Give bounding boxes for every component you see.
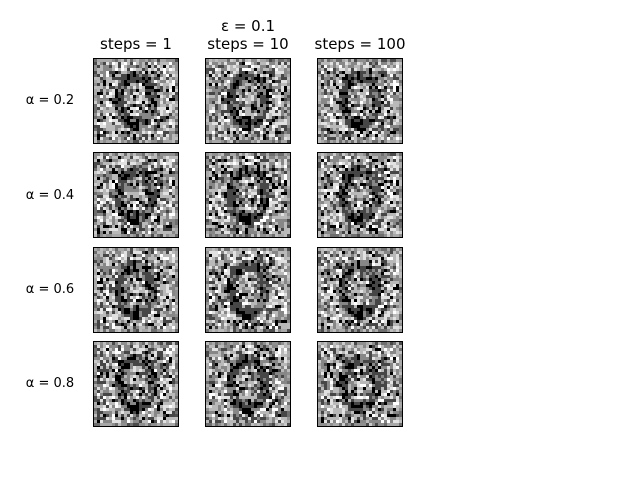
noise-image-r1-c3 bbox=[318, 59, 402, 143]
row-label-alpha-0-8: α = 0.8 bbox=[25, 376, 75, 391]
noise-image-r2-c2 bbox=[206, 153, 290, 237]
noise-image-r4-c1 bbox=[94, 342, 178, 426]
noise-image-r1-c2 bbox=[206, 59, 290, 143]
noise-image-r4-c2 bbox=[206, 342, 290, 426]
row-label-alpha-0-2: α = 0.2 bbox=[25, 93, 75, 108]
image-panel-r1-c3 bbox=[317, 58, 403, 144]
column-title-steps-100: steps = 100 bbox=[314, 35, 406, 53]
noise-image-r3-c3 bbox=[318, 248, 402, 332]
image-panel-r1-c2 bbox=[205, 58, 291, 144]
image-panel-r4-c1 bbox=[93, 341, 179, 427]
figure-suptitle: ε = 0.1 bbox=[220, 17, 276, 35]
image-panel-r3-c2 bbox=[205, 247, 291, 333]
row-label-alpha-0-6: α = 0.6 bbox=[25, 282, 75, 297]
noise-image-r3-c2 bbox=[206, 248, 290, 332]
noise-image-r4-c3 bbox=[318, 342, 402, 426]
image-panel-r3-c1 bbox=[93, 247, 179, 333]
noise-image-r1-c1 bbox=[94, 59, 178, 143]
noise-image-r3-c1 bbox=[94, 248, 178, 332]
noise-image-r2-c1 bbox=[94, 153, 178, 237]
row-label-alpha-0-4: α = 0.4 bbox=[25, 188, 75, 203]
image-panel-r4-c3 bbox=[317, 341, 403, 427]
column-title-steps-1: steps = 1 bbox=[100, 35, 172, 53]
column-title-steps-10: steps = 10 bbox=[207, 35, 289, 53]
image-panel-r4-c2 bbox=[205, 341, 291, 427]
image-panel-r3-c3 bbox=[317, 247, 403, 333]
image-panel-r2-c1 bbox=[93, 152, 179, 238]
image-panel-r2-c2 bbox=[205, 152, 291, 238]
image-panel-r2-c3 bbox=[317, 152, 403, 238]
image-panel-r1-c1 bbox=[93, 58, 179, 144]
noise-image-r2-c3 bbox=[318, 153, 402, 237]
